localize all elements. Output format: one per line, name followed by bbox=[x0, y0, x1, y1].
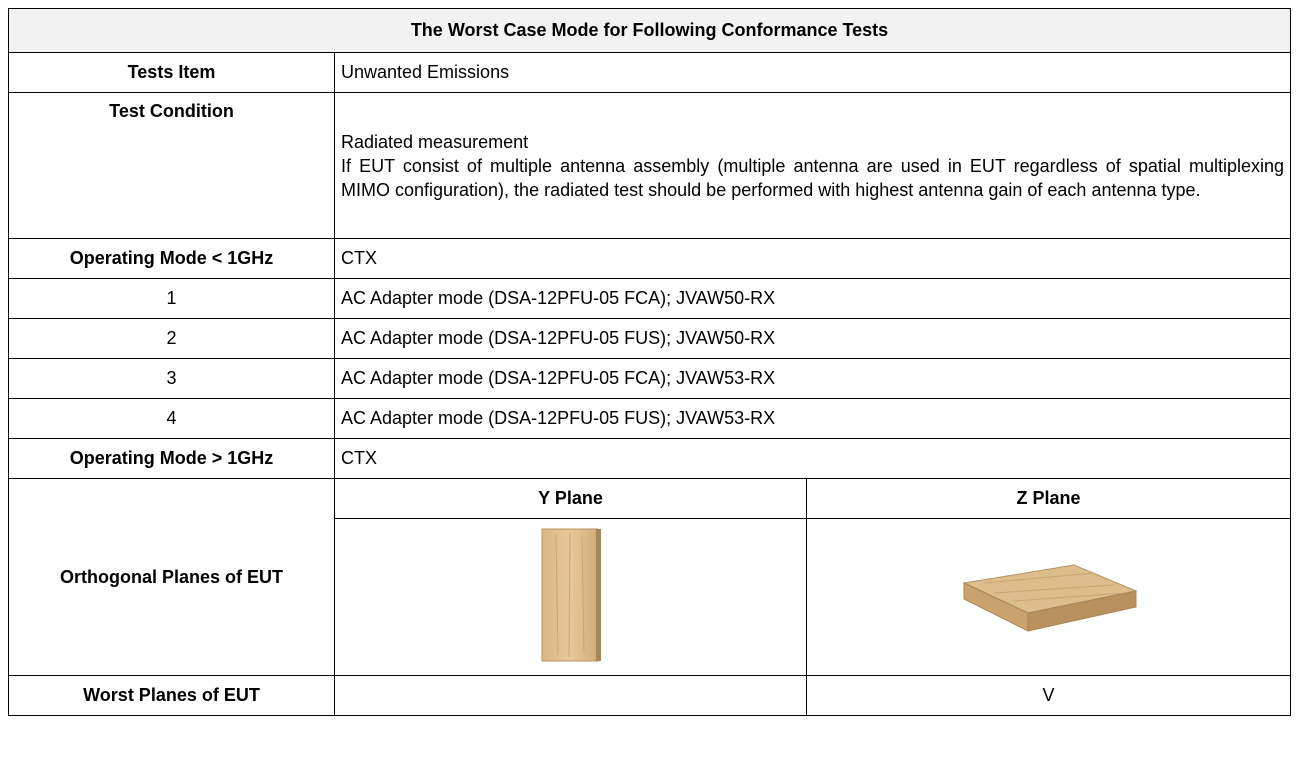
worst-value bbox=[334, 675, 807, 716]
row-value: Radiated measurement If EUT consist of mu… bbox=[333, 92, 1292, 239]
condition-text: If EUT consist of multiple antenna assem… bbox=[341, 155, 1285, 200]
row-label: Operating Mode < 1GHz bbox=[8, 238, 335, 279]
row-label: Test Condition bbox=[8, 92, 335, 239]
table-title: The Worst Case Mode for Following Confor… bbox=[7, 8, 1292, 53]
mode-number: 1 bbox=[8, 278, 335, 319]
plane-header: Z Plane bbox=[805, 478, 1292, 519]
row-value: CTX bbox=[333, 238, 1292, 279]
worst-label: Worst Planes of EUT bbox=[8, 675, 335, 716]
y-plane-block bbox=[541, 528, 601, 661]
title-row: The Worst Case Mode for Following Confor… bbox=[7, 8, 1292, 53]
plane-image-cell bbox=[334, 518, 807, 676]
mode-number: 3 bbox=[8, 358, 335, 399]
worst-case-table: The Worst Case Mode for Following Confor… bbox=[7, 8, 1292, 716]
row-value: Unwanted Emissions bbox=[333, 52, 1292, 93]
worst-value: V bbox=[805, 675, 1292, 716]
plane-image-cell bbox=[805, 518, 1292, 676]
row-value: AC Adapter mode (DSA-12PFU-05 FCA); JVAW… bbox=[333, 358, 1292, 399]
row-value: AC Adapter mode (DSA-12PFU-05 FUS); JVAW… bbox=[333, 318, 1292, 359]
mode-number: 4 bbox=[8, 398, 335, 439]
condition-line: Radiated measurement bbox=[341, 131, 529, 152]
row-value: AC Adapter mode (DSA-12PFU-05 FCA); JVAW… bbox=[333, 278, 1292, 319]
row-label: Operating Mode > 1GHz bbox=[8, 438, 335, 479]
row-value: CTX bbox=[333, 438, 1292, 479]
z-plane-block bbox=[961, 563, 1138, 632]
row-value: AC Adapter mode (DSA-12PFU-05 FUS); JVAW… bbox=[333, 398, 1292, 439]
row-label: Tests Item bbox=[8, 52, 335, 93]
mode-number: 2 bbox=[8, 318, 335, 359]
plane-header: Y Plane bbox=[334, 478, 807, 519]
planes-label: Orthogonal Planes of EUT bbox=[8, 478, 335, 676]
